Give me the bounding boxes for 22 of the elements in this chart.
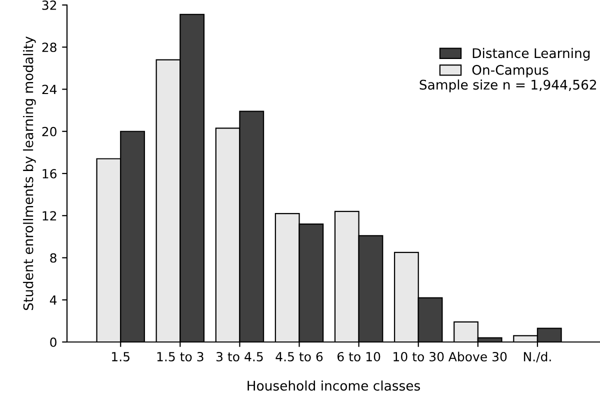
- x-tick-label: 1.5 to 3: [157, 352, 204, 362]
- annotation: Sample size n = 1,944,562: [420, 79, 596, 92]
- x-tick-label: 4.5 to 6: [276, 352, 323, 362]
- y-axis-title: Student enrollments by learning modality: [23, 36, 36, 310]
- legend-label: Distance Learning: [472, 48, 590, 61]
- x-tick-label: 1.5: [112, 352, 130, 362]
- x-tick-label: 3 to 4.5: [216, 352, 263, 362]
- x-tick-label: Above 30: [448, 352, 507, 362]
- legend-label: On-Campus: [472, 64, 548, 78]
- y-tick-label: 20: [42, 126, 56, 136]
- x-tick-label: 6 to 10: [338, 352, 380, 362]
- y-tick-label: 32: [42, 0, 56, 10]
- y-tick-label: 8: [50, 253, 56, 263]
- x-axis-title: Household income classes: [248, 380, 420, 391]
- y-tick-label: 12: [42, 211, 56, 220]
- y-tick-label: 24: [42, 84, 57, 94]
- x-tick-label: 10 to 30: [394, 352, 444, 362]
- y-tick-label: 16: [42, 168, 56, 178]
- x-tick-label: N./d.: [524, 352, 551, 362]
- y-tick-label: 0: [50, 337, 56, 347]
- y-tick-label: 28: [42, 42, 56, 52]
- y-tick-label: 4: [50, 296, 57, 305]
